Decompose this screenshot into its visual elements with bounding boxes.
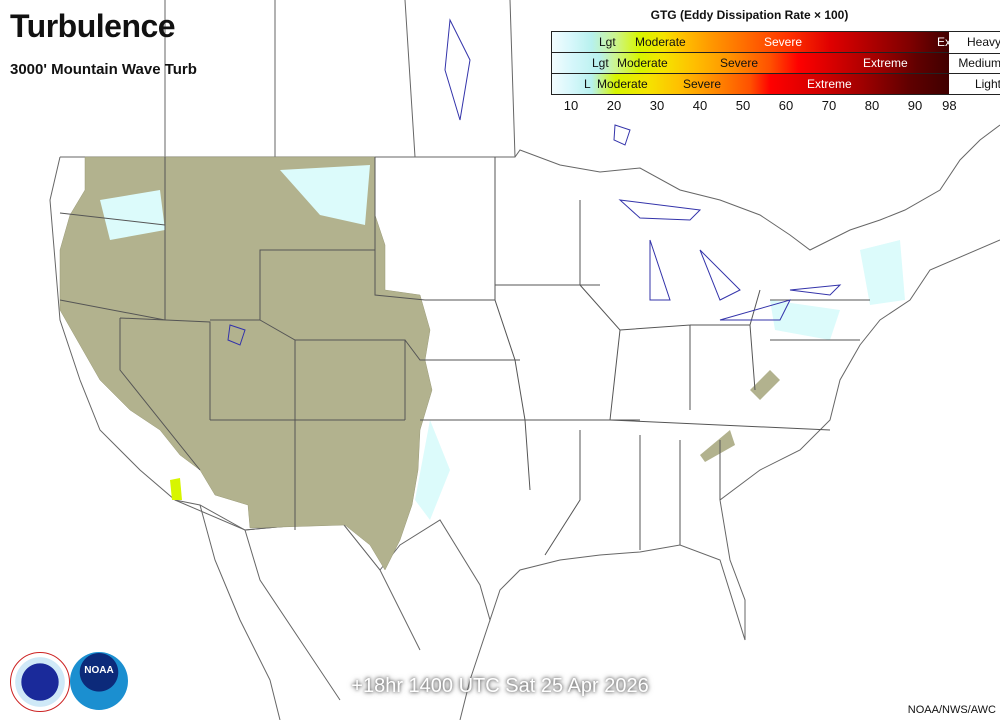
legend-level-heavy: Heavy [966, 35, 1000, 49]
turbulence-area-appalachian [700, 370, 780, 462]
product-subtitle: 3000' Mountain Wave Turb [10, 61, 197, 78]
legend-tick-label: 10 [563, 98, 579, 113]
legend-label: Moderate [617, 56, 668, 70]
valid-time: +18hr 1400 UTC Sat 25 Apr 2026 [351, 675, 649, 697]
legend-tick-label: 70 [821, 98, 837, 113]
legend-row-light: L Moderate Severe Extreme [552, 74, 949, 94]
state-borders [59, 157, 870, 556]
legend-level-light: Light [974, 77, 1000, 91]
legend-tick-label: 60 [778, 98, 794, 113]
noaa-logo-text: NOAA [84, 665, 114, 676]
legend-tick-label: 98 [942, 98, 957, 113]
legend-label: Extreme [863, 56, 908, 70]
baja-coast [199, 504, 341, 720]
legend-tick-label: 30 [649, 98, 665, 113]
legend-title: GTG (Eddy Dissipation Rate × 100) [650, 8, 849, 22]
credit: NOAA/NWS/AWC [907, 704, 996, 716]
legend-label: Severe [683, 77, 722, 91]
turbulence-area [59, 156, 433, 571]
lgt-turb-spot [170, 478, 182, 500]
legend-label: Severe [764, 35, 803, 49]
legend-level-medium: Medium [949, 53, 1000, 74]
legend-tick-label: 20 [606, 98, 622, 113]
legend-tick-label: 80 [864, 98, 880, 113]
canada-province-lines [164, 0, 516, 158]
mexico-coast [379, 569, 491, 720]
legend-label: Extreme [807, 77, 852, 91]
legend-label: Lgt [592, 56, 609, 70]
nws-logo [10, 652, 70, 712]
legend-colorbar: Lgt Moderate Severe Ex Lgt Moderate Seve… [551, 31, 1000, 95]
legend-label: Moderate [635, 35, 686, 49]
legend-label: Lgt [599, 35, 616, 49]
legend-tick-label: 90 [907, 98, 923, 113]
canada-border [60, 124, 1000, 251]
noaa-logo: NOAA [70, 652, 128, 710]
legend-row-medium: Lgt Moderate Severe Extreme [552, 53, 949, 74]
legend-label: Moderate [597, 77, 648, 91]
legend-label: Ex [937, 35, 952, 49]
legend-label: L [584, 77, 591, 91]
legend-tick-label: 50 [735, 98, 751, 113]
legend-label: Severe [720, 56, 759, 70]
legend-row-heavy: Lgt Moderate Severe Ex [552, 32, 952, 53]
page-title: Turbulence [10, 8, 176, 44]
legend-tick-label: 40 [692, 98, 708, 113]
us-coastline [49, 156, 1000, 641]
lakes [227, 18, 842, 346]
